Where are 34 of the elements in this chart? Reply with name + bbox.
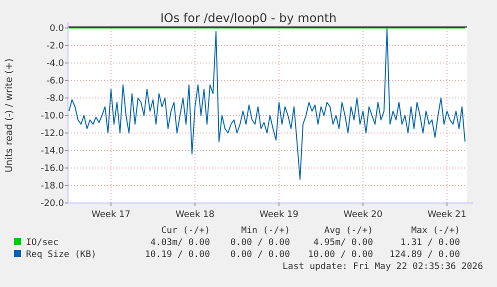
x-tick-label: Week 20 [344, 210, 383, 220]
text: 10.00 / 0.00 [308, 250, 373, 260]
y-axis-title: Units read (-) / write (+) [4, 58, 15, 173]
chart-title: IOs for /dev/loop0 - by month [160, 11, 337, 25]
y-tick-label: -16.0 [40, 164, 64, 174]
y-tick-label: -18.0 [40, 182, 64, 192]
text: 4.03m/ 0.00 [150, 238, 210, 248]
y-tick-label: -20.0 [40, 199, 64, 210]
text: 10.19 / 0.00 [144, 250, 210, 260]
line-series [68, 28, 466, 180]
legend-label: IO/sec [26, 238, 59, 248]
x-tick-label: Week 17 [92, 210, 130, 220]
legend-label: Req Size (KB) [26, 250, 96, 260]
x-tick-label: Week 18 [176, 210, 215, 220]
text: 0.00 / 0.00 [230, 238, 290, 248]
y-tick-label: 0.0 [50, 24, 64, 34]
y-tick-label: -10.0 [40, 112, 64, 122]
y-tick-label: -2.0 [46, 42, 64, 52]
x-tick-label: Week 21 [428, 210, 466, 220]
text: Min (-/+) [241, 226, 290, 236]
y-tick-label: -12.0 [40, 129, 64, 140]
text: 4.95m/ 0.00 [313, 238, 373, 248]
y-tick-label: -14.0 [40, 146, 64, 157]
text: Avg (-/+) [324, 226, 373, 236]
y-tick-label: -8.0 [46, 94, 64, 104]
y-tick-label: -4.0 [46, 59, 64, 70]
text: 124.89 / 0.00 [390, 250, 460, 260]
text: Cur (-/+) [161, 226, 210, 236]
text: 1.31 / 0.00 [400, 238, 460, 248]
text: Max (-/+) [411, 226, 460, 236]
y-tick-label: -6.0 [46, 76, 64, 87]
x-tick-label: Week 19 [260, 210, 299, 220]
text: Last update: Fri May 22 02:35:36 2026 [282, 262, 483, 272]
text: 0.00 / 0.00 [230, 250, 290, 260]
